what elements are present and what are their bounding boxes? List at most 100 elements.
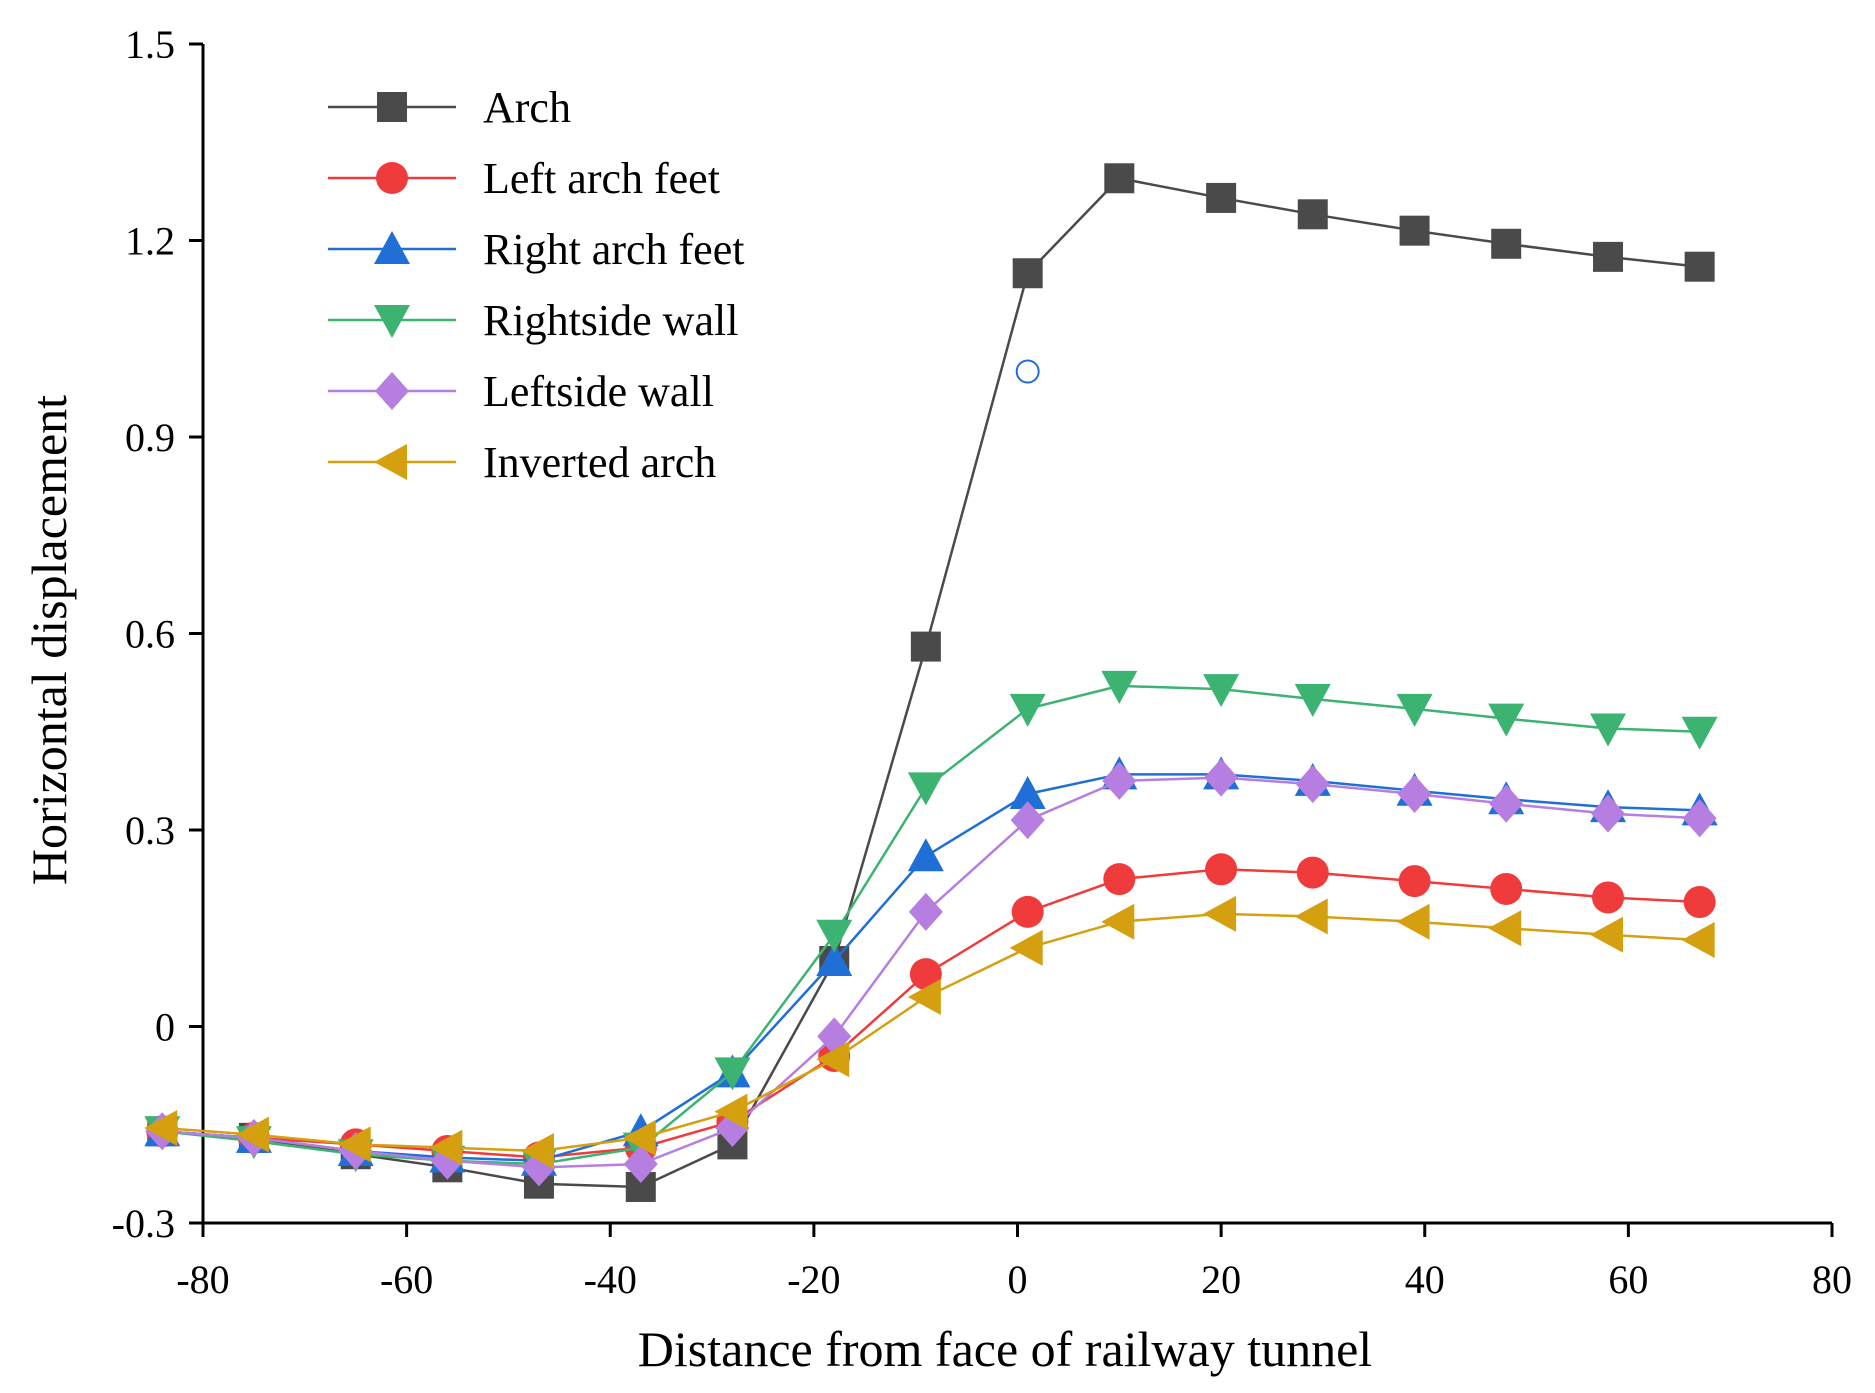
y-tick-label: 0.6: [125, 612, 175, 657]
data-point-leftside-wall: [1102, 761, 1137, 800]
data-point-inverted-arch: [144, 1110, 178, 1147]
legend-item-leftside-wall: Leftside wall: [328, 367, 714, 416]
legend-label: Right arch feet: [483, 225, 744, 274]
data-point-inverted-arch: [1009, 929, 1043, 966]
series-layer: [144, 163, 1718, 1202]
data-point-arch: [1012, 258, 1043, 289]
data-point-inverted-arch: [1203, 895, 1237, 932]
data-point-leftside-wall: [623, 1145, 658, 1184]
x-tick-label: -60: [380, 1257, 433, 1302]
data-point-inverted-arch: [907, 979, 941, 1016]
legend-item-arch: Arch: [328, 83, 571, 132]
legend-marker: [374, 305, 410, 338]
legend-label: Inverted arch: [483, 438, 716, 487]
y-tick-label: 1.5: [125, 22, 175, 67]
data-point-left-arch-feet: [1683, 886, 1716, 919]
data-point-inverted-arch: [816, 1041, 850, 1078]
data-point-rightside-wall: [714, 1057, 751, 1091]
legend-item-rightside-wall: Rightside wall: [328, 296, 738, 345]
x-tick-label: -80: [176, 1257, 229, 1302]
data-point-inverted-arch: [1681, 922, 1715, 959]
data-point-arch: [1491, 228, 1522, 259]
legend-label: Arch: [483, 83, 571, 132]
data-point-leftside-wall: [1010, 801, 1045, 840]
data-point-inverted-arch: [429, 1129, 463, 1166]
y-tick-label: 0.9: [125, 415, 175, 460]
x-tick-label: 60: [1608, 1257, 1648, 1302]
y-axis-title: Horizontal displacement: [21, 395, 77, 885]
data-point-inverted-arch: [520, 1132, 554, 1169]
y-tick-label: 1.2: [125, 219, 175, 264]
data-point-right-arch-feet: [907, 838, 944, 872]
data-point-left-arch-feet: [1398, 865, 1431, 898]
data-point-left-arch-feet: [1103, 863, 1136, 896]
data-point-arch: [910, 631, 941, 662]
data-point-inverted-arch: [622, 1119, 656, 1156]
x-tick-label: 0: [1008, 1257, 1028, 1302]
x-tick-label: 80: [1812, 1257, 1852, 1302]
data-point-arch: [1104, 163, 1135, 194]
data-point-rightside-wall: [816, 919, 853, 953]
y-tick-label: 0.3: [125, 808, 175, 853]
data-point-rightside-wall: [1681, 716, 1718, 750]
data-point-leftside-wall: [1682, 799, 1717, 838]
data-point-leftside-wall: [1295, 765, 1330, 804]
data-point-rightside-wall: [1396, 693, 1433, 727]
legend-marker: [377, 92, 407, 122]
x-tick-label: 40: [1405, 1257, 1445, 1302]
x-axis-title: Distance from face of railway tunnel: [638, 1321, 1372, 1377]
legend-marker: [374, 444, 407, 480]
data-point-inverted-arch: [1590, 916, 1624, 953]
legend-item-right-arch-feet: Right arch feet: [328, 225, 744, 274]
data-point-left-arch-feet: [1296, 856, 1329, 889]
data-point-leftside-wall: [908, 892, 943, 931]
x-tick-label: -20: [787, 1257, 840, 1302]
data-point-arch: [1297, 199, 1328, 230]
legend-label: Rightside wall: [483, 296, 738, 345]
data-point-right-arch-feet: [1009, 775, 1046, 809]
data-point-inverted-arch: [235, 1116, 269, 1153]
annotation-layer: [1015, 359, 1040, 384]
y-tick-label: 0: [155, 1005, 175, 1050]
data-point-inverted-arch: [1396, 903, 1430, 940]
series-inverted-arch: [144, 895, 1715, 1169]
legend-item-left-arch-feet: Left arch feet: [328, 154, 720, 203]
data-point-inverted-arch: [714, 1093, 748, 1130]
data-point-leftside-wall: [1591, 794, 1626, 833]
data-point-rightside-wall: [1009, 693, 1046, 727]
x-tick-label: -40: [584, 1257, 637, 1302]
data-point-left-arch-feet: [1205, 853, 1238, 886]
data-point-arch: [1593, 241, 1624, 272]
data-point-left-arch-feet: [909, 958, 942, 991]
data-point-arch: [1684, 251, 1715, 282]
data-point-arch: [1206, 182, 1237, 213]
data-point-arch: [1399, 215, 1430, 246]
data-point-rightside-wall: [1101, 670, 1138, 704]
data-point-rightside-wall: [1294, 684, 1331, 717]
axes-layer: -80 -60 -40 -20 0 20 40 60 80 -0.3 0 0.3 0.6 0.9 1.2 1.…: [112, 22, 1852, 1302]
data-point-left-arch-feet: [1490, 872, 1523, 905]
data-point-inverted-arch: [1294, 898, 1328, 935]
data-point-inverted-arch: [337, 1126, 371, 1163]
data-point-left-arch-feet: [1592, 881, 1625, 914]
x-tick-label: 20: [1201, 1257, 1241, 1302]
legend: Arch Left arch feet Right arch feet Rightsi…: [328, 83, 744, 487]
data-point-leftside-wall: [1489, 784, 1524, 823]
data-point-inverted-arch: [1101, 903, 1135, 940]
open-circle-marker: [1015, 359, 1040, 384]
data-point-rightside-wall: [1488, 703, 1525, 737]
legend-marker: [374, 231, 410, 264]
data-point-right-arch-feet: [816, 943, 853, 976]
legend-item-inverted-arch: Inverted arch: [328, 438, 716, 487]
y-tick-label: -0.3: [112, 1201, 175, 1246]
data-point-left-arch-feet: [1011, 895, 1044, 928]
series-line-inverted-arch: [162, 912, 1700, 1153]
data-point-rightside-wall: [907, 772, 944, 806]
data-point-inverted-arch: [1488, 910, 1522, 947]
data-point-rightside-wall: [1203, 674, 1240, 708]
legend-marker: [376, 162, 408, 194]
data-point-leftside-wall: [1397, 774, 1432, 813]
legend-label: Leftside wall: [483, 367, 714, 416]
data-point-leftside-wall: [1204, 758, 1239, 797]
